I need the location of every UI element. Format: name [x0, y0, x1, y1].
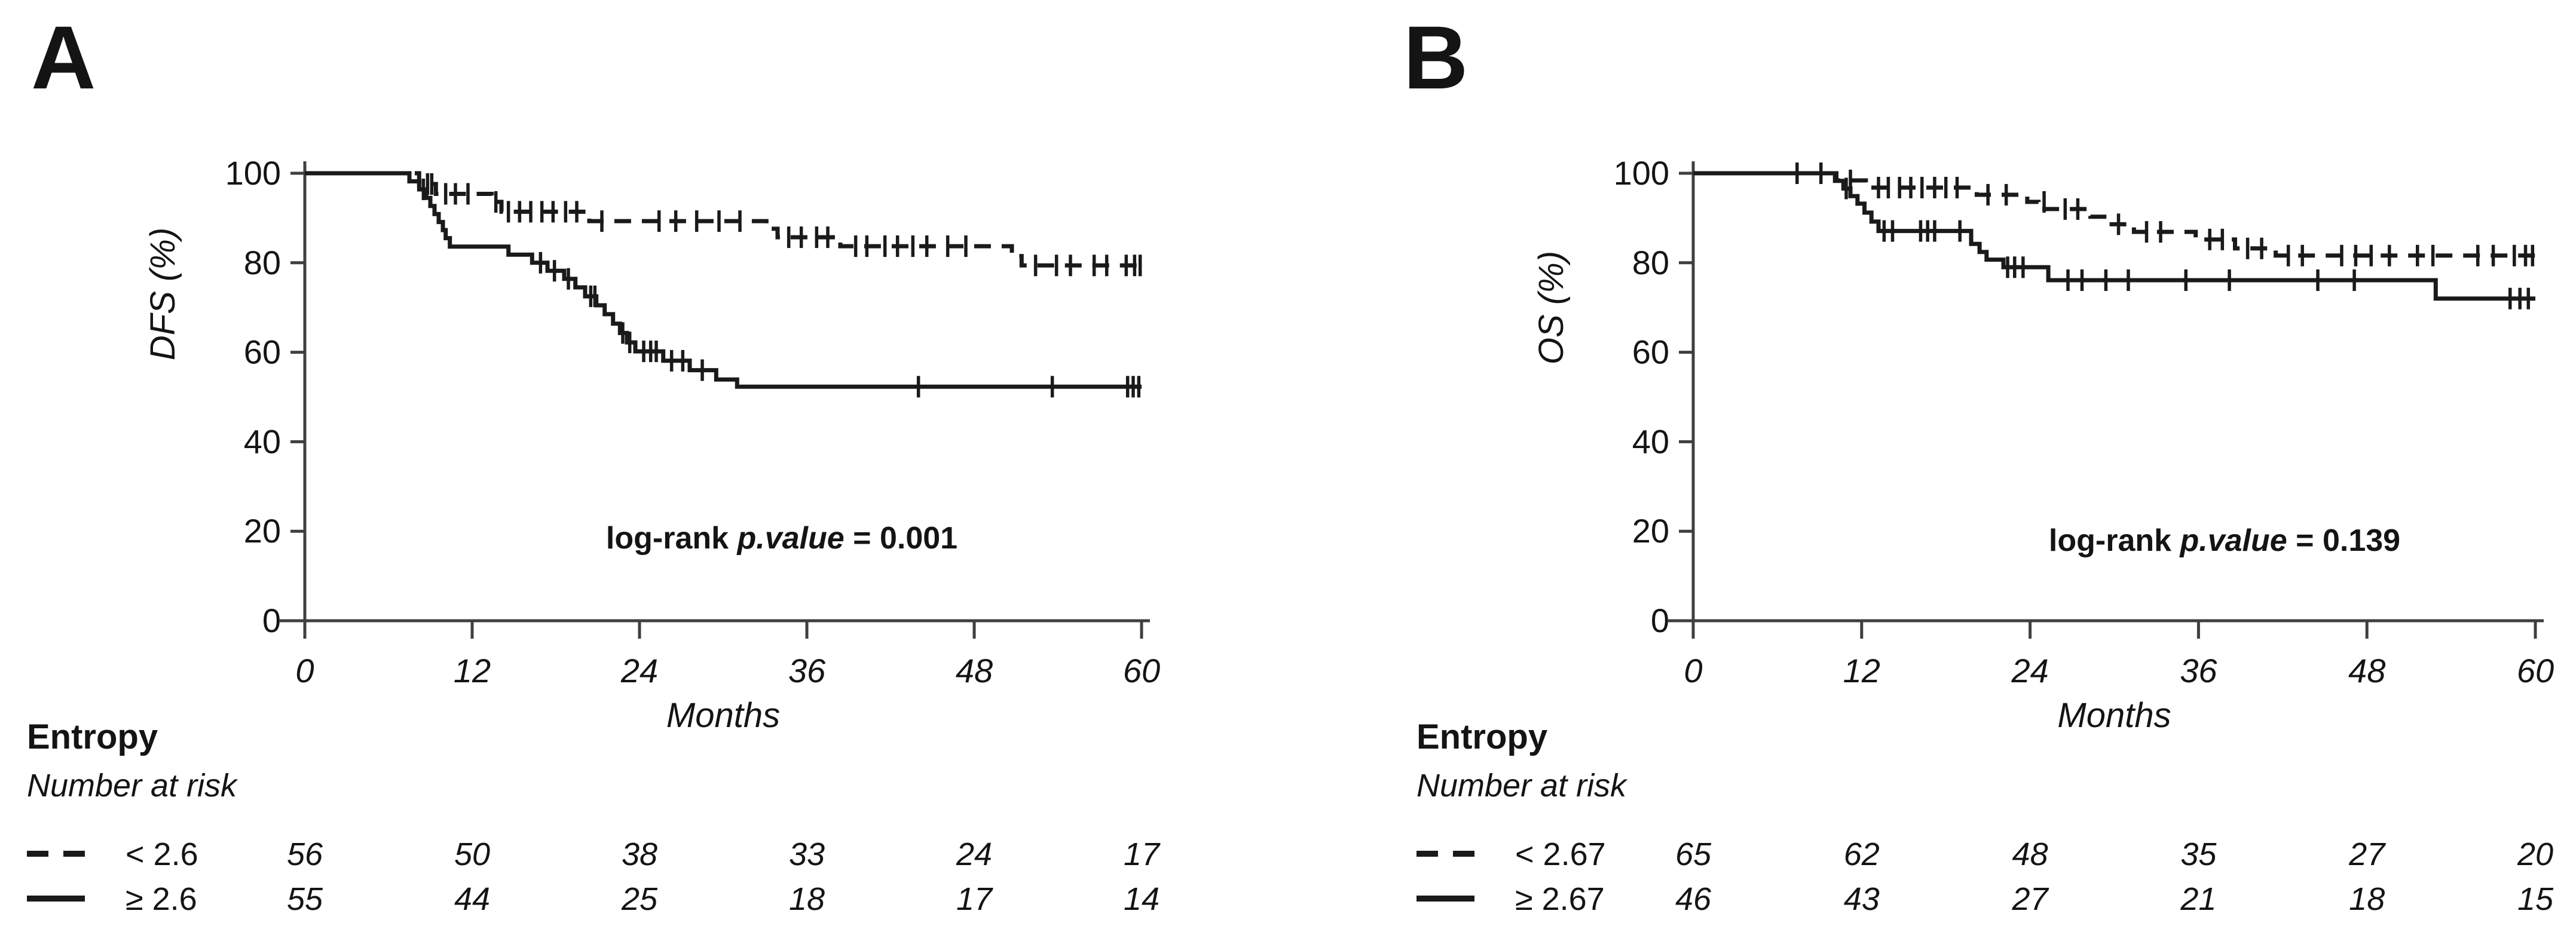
x-tick-label: 12: [454, 652, 491, 689]
x-tick-label: 12: [1843, 652, 1880, 689]
risk-count: 56: [287, 836, 323, 872]
risk-count: 18: [2349, 881, 2385, 917]
log-rank-annotation: log-rank p.value = 0.139: [2049, 523, 2400, 558]
y-axis-title: DFS (%): [143, 228, 182, 360]
y-tick-label: 80: [1632, 244, 1669, 281]
risk-count: 14: [1124, 881, 1159, 917]
risk-count: 50: [454, 836, 490, 872]
risk-count: 55: [287, 881, 323, 917]
x-axis-title: Months: [2057, 696, 2171, 735]
x-tick-label: 48: [2348, 652, 2385, 689]
risk-count: 65: [1675, 836, 1712, 872]
y-tick-label: 20: [244, 512, 281, 550]
x-tick-label: 36: [2180, 652, 2217, 689]
log-rank-annotation: log-rank p.value = 0.001: [606, 521, 957, 556]
km-curve-solid: [1693, 171, 2535, 301]
x-tick-label: 24: [2011, 652, 2048, 689]
km-curve-dashed: [305, 171, 1142, 268]
km-curve-dashed: [1693, 171, 2535, 258]
risk-count: 38: [622, 836, 657, 872]
x-tick-label: 60: [1123, 652, 1160, 689]
y-tick-label: 40: [244, 422, 281, 460]
x-tick-label: 36: [788, 652, 826, 689]
x-tick-label: 24: [620, 652, 658, 689]
risk-table-subtitle: Number at risk: [1417, 768, 1628, 804]
km-curve-solid: [305, 171, 1142, 389]
risk-row-label: ≥ 2.6: [126, 881, 197, 917]
risk-row-label: < 2.6: [126, 836, 198, 872]
risk-count: 17: [1124, 836, 1161, 872]
risk-table-title: Entropy: [27, 718, 158, 756]
y-axis-title: OS (%): [1532, 251, 1571, 364]
risk-count: 27: [2012, 881, 2049, 917]
risk-count: 44: [454, 881, 490, 917]
risk-count: 15: [2517, 881, 2554, 917]
x-tick-label: 48: [956, 652, 993, 689]
risk-count: 48: [2012, 836, 2048, 872]
risk-row-label: ≥ 2.67: [1515, 881, 1605, 917]
y-tick-label: 0: [1651, 602, 1669, 639]
risk-count: 43: [1844, 881, 1880, 917]
y-tick-label: 60: [244, 333, 281, 371]
y-tick-label: 100: [225, 154, 281, 192]
risk-count: 20: [2517, 836, 2553, 872]
x-tick-label: 0: [295, 652, 314, 689]
panel-letter-a: A: [31, 7, 96, 108]
risk-count: 35: [2180, 836, 2217, 872]
risk-count: 21: [2180, 881, 2216, 917]
x-tick-label: 0: [1684, 652, 1702, 689]
panel-b: B 0 20 40 60 80 100 0 12 24 36 48 60 OS (%) Months log-…: [1403, 7, 2554, 917]
risk-count: 46: [1675, 881, 1712, 917]
x-tick-label: 60: [2517, 652, 2554, 689]
risk-count: 17: [956, 881, 993, 917]
risk-table-subtitle: Number at risk: [27, 768, 238, 804]
y-tick-label: 20: [1632, 512, 1669, 550]
risk-table-title: Entropy: [1417, 718, 1547, 756]
risk-count: 18: [789, 881, 825, 917]
y-tick-label: 40: [1632, 422, 1669, 460]
risk-count: 25: [621, 881, 658, 917]
y-tick-label: 60: [1632, 333, 1669, 371]
y-tick-label: 100: [1614, 154, 1669, 192]
panel-a: A 0 20 40 60 80 100 0 12 24 36 48 60 DFS (%) Months log…: [27, 7, 1161, 917]
risk-count: 33: [789, 836, 825, 872]
risk-count: 27: [2348, 836, 2386, 872]
risk-row-label: < 2.67: [1515, 836, 1606, 872]
y-tick-label: 80: [244, 244, 281, 281]
x-axis-title: Months: [666, 696, 780, 735]
risk-count: 24: [956, 836, 992, 872]
panel-letter-b: B: [1403, 7, 1468, 108]
risk-count: 62: [1844, 836, 1880, 872]
y-tick-label: 0: [262, 602, 281, 639]
